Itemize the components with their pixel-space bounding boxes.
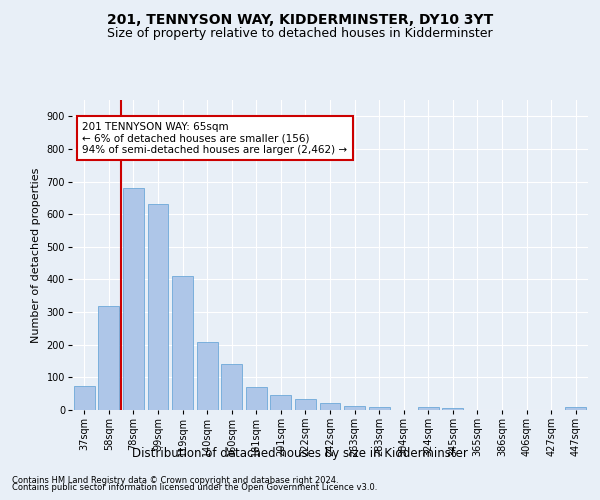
Text: Distribution of detached houses by size in Kidderminster: Distribution of detached houses by size … [132,448,468,460]
Bar [172,276,193,410]
Bar [368,406,389,410]
Bar [98,306,119,410]
Bar [442,408,463,410]
Bar [221,364,242,410]
Bar [320,404,340,410]
Bar [123,188,144,410]
Bar [246,387,267,410]
Bar [344,406,365,410]
Bar [418,408,439,410]
Bar [271,395,292,410]
Bar [295,399,316,410]
Bar [197,342,218,410]
Text: Size of property relative to detached houses in Kidderminster: Size of property relative to detached ho… [107,28,493,40]
Bar [74,386,95,410]
Text: 201, TENNYSON WAY, KIDDERMINSTER, DY10 3YT: 201, TENNYSON WAY, KIDDERMINSTER, DY10 3… [107,12,493,26]
Text: 201 TENNYSON WAY: 65sqm
← 6% of detached houses are smaller (156)
94% of semi-de: 201 TENNYSON WAY: 65sqm ← 6% of detached… [82,122,347,155]
Bar [565,408,586,410]
Text: Contains public sector information licensed under the Open Government Licence v3: Contains public sector information licen… [12,484,377,492]
Text: Contains HM Land Registry data © Crown copyright and database right 2024.: Contains HM Land Registry data © Crown c… [12,476,338,485]
Bar [148,204,169,410]
Y-axis label: Number of detached properties: Number of detached properties [31,168,41,342]
